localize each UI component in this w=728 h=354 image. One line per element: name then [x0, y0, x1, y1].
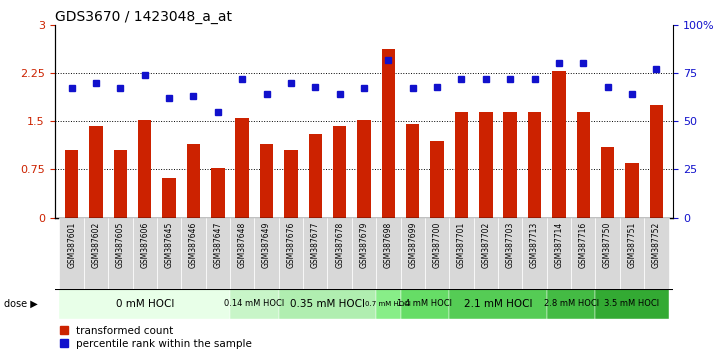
- FancyBboxPatch shape: [498, 218, 523, 289]
- Text: GSM387698: GSM387698: [384, 221, 393, 268]
- Text: GSM387648: GSM387648: [237, 221, 247, 268]
- FancyBboxPatch shape: [84, 218, 108, 289]
- Text: GSM387699: GSM387699: [408, 221, 417, 268]
- FancyBboxPatch shape: [400, 218, 425, 289]
- Text: 3.5 mM HOCl: 3.5 mM HOCl: [604, 299, 660, 308]
- Bar: [309, 134, 322, 218]
- Text: GSM387701: GSM387701: [457, 221, 466, 268]
- Text: 2.1 mM HOCl: 2.1 mM HOCl: [464, 298, 532, 309]
- Text: GDS3670 / 1423048_a_at: GDS3670 / 1423048_a_at: [55, 10, 232, 24]
- Text: GSM387646: GSM387646: [189, 221, 198, 268]
- Text: GSM387703: GSM387703: [506, 221, 515, 268]
- Text: GSM387714: GSM387714: [555, 221, 563, 268]
- Text: 0.7 mM HOCl: 0.7 mM HOCl: [365, 301, 411, 307]
- Bar: [601, 147, 614, 218]
- Text: GSM387700: GSM387700: [432, 221, 442, 268]
- Text: GSM387677: GSM387677: [311, 221, 320, 268]
- FancyBboxPatch shape: [132, 218, 157, 289]
- Text: GSM387649: GSM387649: [262, 221, 271, 268]
- Bar: [90, 126, 103, 218]
- Text: GSM387678: GSM387678: [335, 221, 344, 268]
- Text: GSM387601: GSM387601: [67, 221, 76, 268]
- FancyBboxPatch shape: [108, 218, 132, 289]
- FancyBboxPatch shape: [279, 289, 376, 319]
- FancyBboxPatch shape: [425, 218, 449, 289]
- Bar: [284, 150, 298, 218]
- Bar: [235, 118, 249, 218]
- Bar: [455, 112, 468, 218]
- Bar: [504, 112, 517, 218]
- Text: 2.8 mM HOCl: 2.8 mM HOCl: [544, 299, 598, 308]
- FancyBboxPatch shape: [376, 289, 400, 319]
- Bar: [406, 125, 419, 218]
- Text: GSM387716: GSM387716: [579, 221, 587, 268]
- FancyBboxPatch shape: [547, 218, 571, 289]
- Text: 0.35 mM HOCl: 0.35 mM HOCl: [290, 298, 365, 309]
- Text: 0 mM HOCl: 0 mM HOCl: [116, 298, 174, 309]
- FancyBboxPatch shape: [571, 218, 596, 289]
- Text: GSM387645: GSM387645: [165, 221, 173, 268]
- Text: GSM387752: GSM387752: [652, 221, 661, 268]
- Text: GSM387751: GSM387751: [628, 221, 636, 268]
- FancyBboxPatch shape: [157, 218, 181, 289]
- Text: GSM387602: GSM387602: [92, 221, 100, 268]
- Bar: [553, 71, 566, 218]
- FancyBboxPatch shape: [181, 218, 205, 289]
- FancyBboxPatch shape: [230, 289, 279, 319]
- Text: GSM387750: GSM387750: [603, 221, 612, 268]
- FancyBboxPatch shape: [376, 218, 400, 289]
- Bar: [479, 112, 493, 218]
- Bar: [577, 112, 590, 218]
- Legend: transformed count, percentile rank within the sample: transformed count, percentile rank withi…: [60, 326, 253, 349]
- FancyBboxPatch shape: [449, 218, 474, 289]
- Bar: [430, 141, 444, 218]
- Bar: [649, 105, 663, 218]
- FancyBboxPatch shape: [254, 218, 279, 289]
- Bar: [528, 112, 541, 218]
- FancyBboxPatch shape: [328, 218, 352, 289]
- FancyBboxPatch shape: [474, 218, 498, 289]
- FancyBboxPatch shape: [230, 218, 254, 289]
- Text: GSM387605: GSM387605: [116, 221, 125, 268]
- FancyBboxPatch shape: [303, 218, 328, 289]
- Bar: [333, 126, 347, 218]
- Bar: [187, 144, 200, 218]
- Text: 0.14 mM HOCl: 0.14 mM HOCl: [224, 299, 285, 308]
- Bar: [162, 178, 175, 218]
- Text: dose ▶: dose ▶: [4, 298, 37, 309]
- Bar: [357, 120, 371, 218]
- FancyBboxPatch shape: [400, 289, 449, 319]
- FancyBboxPatch shape: [352, 218, 376, 289]
- FancyBboxPatch shape: [596, 289, 668, 319]
- Text: 1.4 mM HOCl: 1.4 mM HOCl: [397, 299, 452, 308]
- FancyBboxPatch shape: [596, 218, 620, 289]
- Bar: [114, 150, 127, 218]
- FancyBboxPatch shape: [644, 218, 668, 289]
- Bar: [211, 167, 224, 218]
- FancyBboxPatch shape: [523, 218, 547, 289]
- FancyBboxPatch shape: [620, 218, 644, 289]
- Text: GSM387702: GSM387702: [481, 221, 491, 268]
- FancyBboxPatch shape: [279, 218, 303, 289]
- Text: GSM387713: GSM387713: [530, 221, 539, 268]
- Bar: [381, 49, 395, 218]
- Text: GSM387676: GSM387676: [286, 221, 296, 268]
- FancyBboxPatch shape: [547, 289, 596, 319]
- Bar: [260, 144, 273, 218]
- FancyBboxPatch shape: [449, 289, 547, 319]
- Bar: [138, 120, 151, 218]
- Text: GSM387606: GSM387606: [141, 221, 149, 268]
- FancyBboxPatch shape: [60, 218, 84, 289]
- Bar: [625, 163, 638, 218]
- Bar: [65, 150, 79, 218]
- FancyBboxPatch shape: [205, 218, 230, 289]
- FancyBboxPatch shape: [60, 289, 230, 319]
- Text: GSM387679: GSM387679: [360, 221, 368, 268]
- Text: GSM387647: GSM387647: [213, 221, 222, 268]
